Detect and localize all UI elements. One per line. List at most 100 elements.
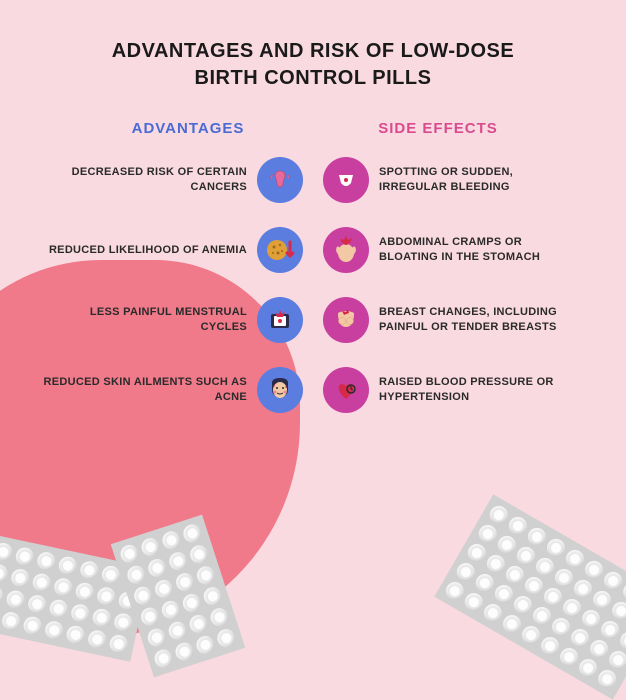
- pill: [160, 529, 183, 552]
- pill: [495, 533, 520, 558]
- pill: [79, 560, 100, 581]
- pill: [506, 514, 531, 539]
- pill: [579, 607, 604, 632]
- pill: [208, 606, 231, 629]
- pill: [500, 612, 525, 637]
- pill: [0, 541, 14, 562]
- pill: [568, 626, 593, 651]
- pill: [462, 590, 487, 615]
- pill: [481, 601, 506, 626]
- sideeffect-item: SPOTTING OR SUDDEN, IRREGULAR BLEEDING: [323, 155, 583, 205]
- pill: [57, 555, 78, 576]
- pill: [549, 615, 574, 640]
- pill: [215, 627, 238, 650]
- sideeffect-text: SPOTTING OR SUDDEN, IRREGULAR BLEEDING: [369, 165, 583, 195]
- pill: [43, 620, 64, 641]
- pill: [0, 563, 9, 584]
- pill: [525, 525, 550, 550]
- pill: [188, 543, 211, 566]
- pill: [65, 624, 86, 645]
- pill: [70, 603, 91, 624]
- pill: [552, 566, 577, 591]
- sideeffect-item: ABDOMINAL CRAMPS OR BLOATING IN THE STOM…: [323, 225, 583, 275]
- sideeffect-item: BREAST CHANGES, INCLUDING PAINFUL OR TEN…: [323, 295, 583, 345]
- pill: [442, 579, 467, 604]
- cramps-icon: [323, 227, 369, 273]
- pill: [0, 584, 5, 605]
- pill: [146, 557, 169, 580]
- advantage-text: REDUCED SKIN AILMENTS SUCH AS ACNE: [43, 375, 257, 405]
- pill: [74, 581, 95, 602]
- pill: [10, 567, 31, 588]
- pill: [187, 613, 210, 636]
- pill: [582, 558, 607, 583]
- heart-bp-icon: [323, 367, 369, 413]
- sideeffects-heading: SIDE EFFECTS: [323, 120, 583, 137]
- pill: [91, 607, 112, 628]
- pill: [522, 574, 547, 599]
- advantages-column: ADVANTAGES DECREASED RISK OF CERTAIN CAN…: [43, 120, 303, 435]
- advantages-heading: ADVANTAGES: [43, 120, 303, 137]
- main-title: ADVANTAGES AND RISK OF LOW-DOSE BIRTH CO…: [0, 0, 626, 92]
- pill: [587, 637, 612, 662]
- pill: [195, 564, 218, 587]
- pill: [544, 536, 569, 561]
- pill: [560, 596, 585, 621]
- pill: [48, 598, 69, 619]
- sideeffect-item: RAISED BLOOD PRESSURE OR HYPERTENSION: [323, 365, 583, 415]
- pill: [503, 563, 528, 588]
- pill: [108, 633, 129, 654]
- pill: [538, 634, 563, 659]
- pill: [181, 522, 204, 545]
- pill: [125, 563, 148, 586]
- uterus-icon: [257, 157, 303, 203]
- pill: [132, 584, 155, 607]
- pill: [475, 522, 500, 547]
- pill-grid: [434, 494, 626, 699]
- pill: [0, 610, 21, 631]
- pill: [595, 667, 620, 692]
- advantage-item: REDUCED SKIN AILMENTS SUCH AS ACNE: [43, 365, 303, 415]
- pill: [511, 593, 536, 618]
- pill: [541, 585, 566, 610]
- pill: [453, 560, 478, 585]
- pill: [87, 629, 108, 650]
- pill: [160, 599, 183, 622]
- pill: [464, 541, 489, 566]
- cell-arrow-icon: [257, 227, 303, 273]
- pill: [609, 599, 626, 624]
- pill: [519, 623, 544, 648]
- pill: [590, 588, 615, 613]
- advantage-item: DECREASED RISK OF CERTAIN CANCERS: [43, 155, 303, 205]
- pill: [31, 572, 52, 593]
- pill: [145, 626, 168, 649]
- pill: [576, 656, 601, 681]
- pill-pack: [434, 494, 626, 699]
- pill: [514, 544, 539, 569]
- sideeffects-column: SIDE EFFECTS SPOTTING OR SUDDEN, IRREGUL…: [323, 120, 583, 435]
- advantage-text: REDUCED LIKELIHOOD OF ANEMIA: [43, 243, 257, 258]
- pill: [153, 578, 176, 601]
- sideeffect-text: ABDOMINAL CRAMPS OR BLOATING IN THE STOM…: [369, 235, 583, 265]
- pill: [484, 552, 509, 577]
- pill: [173, 640, 196, 663]
- pill: [563, 547, 588, 572]
- pill: [557, 645, 582, 670]
- advantage-text: DECREASED RISK OF CERTAIN CANCERS: [43, 165, 257, 195]
- pill: [167, 550, 190, 573]
- pill: [473, 571, 498, 596]
- title-line1: ADVANTAGES AND RISK OF LOW-DOSE: [0, 38, 626, 65]
- pad-pain-icon: [257, 297, 303, 343]
- pill: [36, 550, 57, 571]
- pill: [486, 503, 511, 528]
- pill: [139, 536, 162, 559]
- advantage-item: LESS PAINFUL MENSTRUAL CYCLES: [43, 295, 303, 345]
- pill: [601, 569, 626, 594]
- pill: [530, 604, 555, 629]
- pill: [166, 619, 189, 642]
- pill: [5, 589, 26, 610]
- pill: [201, 585, 224, 608]
- pill: [53, 577, 74, 598]
- pill: [571, 577, 596, 602]
- sideeffect-text: RAISED BLOOD PRESSURE OR HYPERTENSION: [369, 375, 583, 405]
